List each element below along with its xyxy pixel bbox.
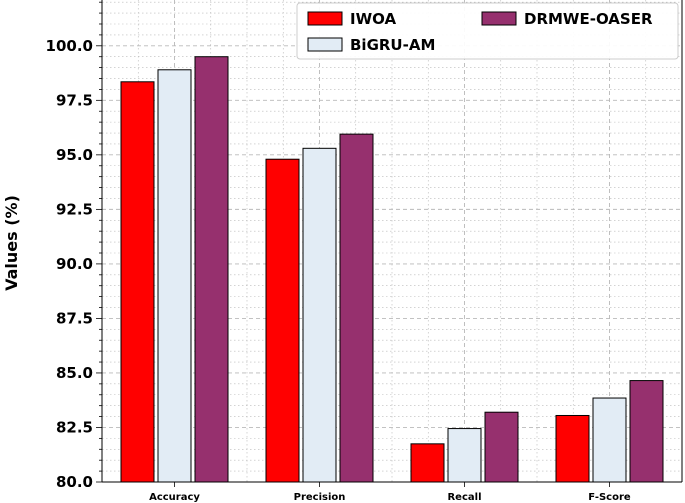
legend-swatch-drmwe-oaser [481,11,517,26]
legend-swatch-bigru-am [307,37,343,52]
bar-bigru-am-recall [447,428,482,483]
legend-label: DRMWE-OASER [524,10,653,28]
bar-drmwe-oaser-f-score [629,380,664,483]
bar-iwoa-accuracy [120,81,155,483]
x-tick-label: Accuracy [149,492,200,503]
bar-bigru-am-precision [302,147,337,483]
y-tick-label: 92.5 [56,200,93,218]
x-tick-label: Recall [447,492,481,503]
x-tick-label: F-Score [588,492,631,503]
legend: IWOA BiGRU-AM DRMWE-OASER [296,2,679,60]
legend-label: BiGRU-AM [350,36,435,54]
bar-iwoa-recall [410,443,445,483]
y-tick-label: 90.0 [56,255,93,273]
bar-iwoa-f-score [555,414,590,483]
y-tick-label: 85.0 [56,364,93,382]
y-tick-label: 97.5 [56,91,93,109]
axes: Accuracy Precision Recall F-Score 80.0 82.5 85… [46,0,683,503]
bars [120,56,664,483]
bar-drmwe-oaser-recall [484,411,519,483]
bar-drmwe-oaser-accuracy [194,56,229,483]
y-tick-label: 87.5 [56,309,93,327]
y-tick-label: 100.0 [46,37,93,55]
y-axis-label: Values (%) [2,195,21,291]
bar-bigru-am-f-score [592,397,627,483]
legend-swatch-iwoa [307,11,343,26]
y-tick-label: 95.0 [56,146,93,164]
x-tick-label: Precision [294,492,346,503]
bar-bigru-am-accuracy [157,69,192,483]
legend-box [296,2,679,60]
y-tick-label: 80.0 [56,473,93,491]
y-tick-label: 82.5 [56,418,93,436]
bar-iwoa-precision [265,158,300,483]
legend-label: IWOA [350,10,396,28]
bar-drmwe-oaser-precision [339,133,374,483]
